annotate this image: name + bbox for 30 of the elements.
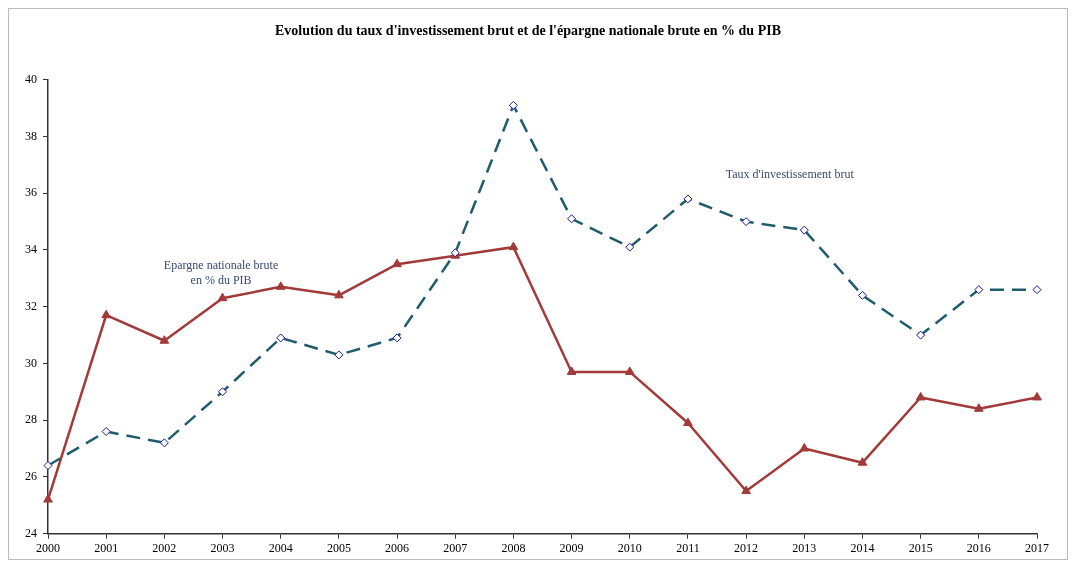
- y-tick-label: 34: [25, 242, 37, 257]
- y-tick-label: 40: [25, 71, 37, 86]
- x-tick-label: 2017: [1025, 540, 1049, 555]
- y-tick-label: 30: [25, 355, 37, 370]
- x-tick-label: 2001: [94, 540, 119, 555]
- x-tick-label: 2007: [443, 540, 468, 555]
- x-tick-label: 2016: [966, 540, 991, 555]
- x-tick-label: 2014: [850, 540, 875, 555]
- x-tick-label: 2008: [501, 540, 526, 555]
- x-tick-label: 2003: [210, 540, 235, 555]
- y-tick-label: 26: [25, 469, 37, 484]
- x-tick-label: 2005: [326, 540, 351, 555]
- y-tick-label: 28: [25, 412, 37, 427]
- x-tick-label: 2015: [908, 540, 933, 555]
- x-tick-label: 2006: [385, 540, 410, 555]
- series-label: Epargne nationale brute en % du PIB: [163, 258, 279, 288]
- x-tick-label: 2004: [268, 540, 293, 555]
- x-tick-label: 2010: [617, 540, 642, 555]
- y-tick-label: 24: [25, 525, 37, 540]
- text: Taux d'investissement brut: [725, 167, 855, 182]
- y-tick-label: 36: [25, 185, 37, 200]
- x-tick-label: 2011: [676, 540, 700, 555]
- x-tick-label: 2009: [559, 540, 584, 555]
- x-tick-label: 2012: [734, 540, 759, 555]
- y-tick-label: 32: [25, 298, 37, 313]
- x-tick-label: 2000: [36, 540, 60, 555]
- y-tick-label: 38: [25, 128, 37, 143]
- x-tick-label: 2002: [152, 540, 177, 555]
- chart-title: Evolution du taux d'investissement brut et de l'épargne nationale brute en % du PIB: [275, 23, 781, 39]
- x-tick-label: 2013: [792, 540, 817, 555]
